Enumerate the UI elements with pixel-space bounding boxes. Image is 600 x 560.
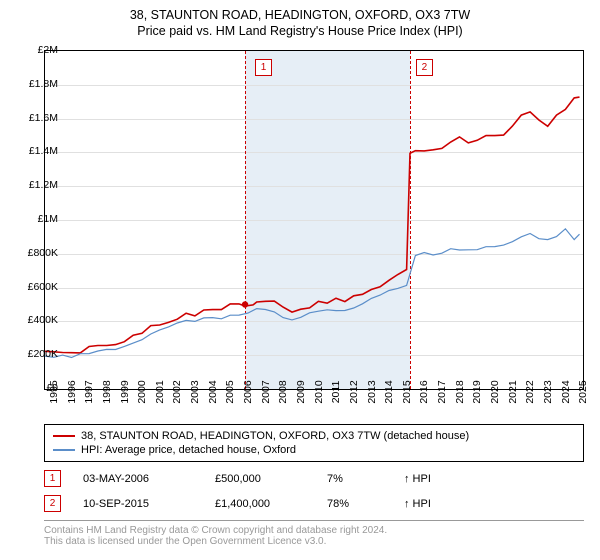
x-axis-label: 2008 (277, 380, 289, 403)
marker-row-badge: 1 (44, 470, 61, 487)
x-axis-label: 2006 (242, 380, 254, 403)
x-axis-label: 2019 (471, 380, 483, 403)
legend-swatch (53, 449, 75, 452)
marker-pct: 78% (327, 498, 382, 510)
y-axis-label: £400K (28, 314, 58, 326)
chart-subtitle: Price paid vs. HM Land Registry's House … (0, 22, 600, 38)
legend: 38, STAUNTON ROAD, HEADINGTON, OXFORD, O… (44, 424, 584, 462)
chart-title: 38, STAUNTON ROAD, HEADINGTON, OXFORD, O… (0, 0, 600, 22)
x-axis-label: 1998 (101, 380, 113, 403)
x-axis-label: 2021 (507, 380, 519, 403)
marker-pct: 7% (327, 473, 382, 485)
marker-row: 1 03-MAY-2006 £500,000 7% ↑ HPI (44, 466, 584, 491)
y-axis-label: £600K (28, 281, 58, 293)
marker-price: £500,000 (215, 473, 305, 485)
y-axis-label: £1M (38, 213, 58, 225)
x-axis-label: 2007 (260, 380, 272, 403)
footer-line1: Contains HM Land Registry data © Crown c… (44, 525, 584, 536)
x-axis-label: 2003 (189, 380, 201, 403)
marker-point (242, 301, 248, 307)
x-axis-label: 1995 (48, 380, 60, 403)
y-axis-label: £800K (28, 247, 58, 259)
x-axis-label: 1996 (66, 380, 78, 403)
marker-row-badge: 2 (44, 495, 61, 512)
legend-label: HPI: Average price, detached house, Oxfo… (81, 444, 296, 456)
series-line-blue (45, 229, 580, 358)
chart-lines (45, 51, 583, 389)
x-axis-label: 2011 (330, 381, 342, 404)
footer-line2: This data is licensed under the Open Gov… (44, 536, 584, 547)
x-axis-label: 2018 (454, 380, 466, 403)
x-axis-label: 2012 (348, 380, 360, 403)
x-axis-label: 2010 (313, 380, 325, 403)
y-axis-label: £1.4M (29, 145, 58, 157)
x-axis-label: 2000 (136, 380, 148, 403)
marker-date: 03-MAY-2006 (83, 473, 193, 485)
plot-area: 12 (44, 50, 584, 390)
x-axis-label: 2001 (154, 380, 166, 403)
x-axis-label: 2009 (295, 380, 307, 403)
x-axis-label: 2017 (436, 380, 448, 403)
x-axis-label: 2016 (418, 380, 430, 403)
marker-table: 1 03-MAY-2006 £500,000 7% ↑ HPI 2 10-SEP-2015 £… (44, 466, 584, 516)
x-axis-label: 2022 (524, 380, 536, 403)
x-axis-label: 1997 (83, 380, 95, 403)
y-axis-label: £1.2M (29, 179, 58, 191)
x-axis-label: 2020 (489, 380, 501, 403)
marker-row: 2 10-SEP-2015 £1,400,000 78% ↑ HPI (44, 491, 584, 516)
footer: Contains HM Land Registry data © Crown c… (44, 520, 584, 547)
y-axis-label: £1.6M (29, 112, 58, 124)
x-axis-label: 2025 (577, 380, 589, 403)
legend-row: 38, STAUNTON ROAD, HEADINGTON, OXFORD, O… (53, 429, 575, 443)
x-axis-label: 2015 (401, 380, 413, 403)
x-axis-label: 2013 (366, 380, 378, 403)
y-axis-label: £1.8M (29, 78, 58, 90)
y-axis-label: £2M (38, 44, 58, 56)
legend-swatch (53, 435, 75, 438)
marker-price: £1,400,000 (215, 498, 305, 510)
x-axis-label: 2004 (207, 380, 219, 403)
x-axis-label: 2024 (560, 380, 572, 403)
legend-label: 38, STAUNTON ROAD, HEADINGTON, OXFORD, O… (81, 430, 469, 442)
legend-row: HPI: Average price, detached house, Oxfo… (53, 443, 575, 457)
marker-arrow: ↑ HPI (404, 473, 431, 485)
y-axis-label: £200K (28, 348, 58, 360)
x-axis-label: 2002 (171, 380, 183, 403)
x-axis-label: 2023 (542, 380, 554, 403)
marker-arrow: ↑ HPI (404, 498, 431, 510)
x-axis-label: 2014 (383, 380, 395, 403)
series-line-red (45, 97, 580, 353)
marker-date: 10-SEP-2015 (83, 498, 193, 510)
x-axis-label: 2005 (224, 380, 236, 403)
x-axis-label: 1999 (119, 380, 131, 403)
